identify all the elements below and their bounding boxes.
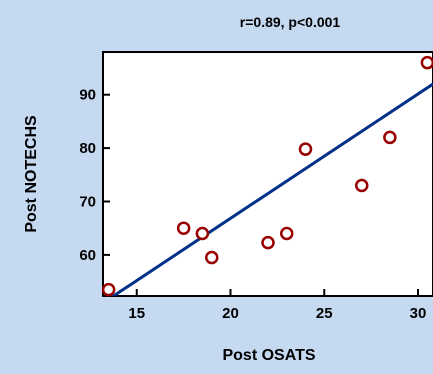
x-tick-label: 15 (128, 305, 145, 322)
regression-layer (110, 82, 433, 296)
data-point (280, 226, 294, 241)
data-point (101, 282, 116, 297)
points-layer (101, 55, 433, 297)
data-point (205, 250, 219, 265)
y-tick-label: 90 (79, 87, 96, 104)
plot-area (102, 51, 433, 297)
data-point (261, 235, 275, 250)
data-point (355, 178, 369, 193)
x-axis-label: Post OSATS (222, 347, 315, 364)
y-axis-label: Post NOTECHS (23, 115, 40, 233)
x-tick-label: 25 (316, 305, 333, 322)
x-tick-label: 30 (410, 305, 427, 322)
x-axis: 15 20 25 30 (128, 289, 426, 322)
y-tick-label: 80 (79, 140, 96, 157)
data-point (195, 226, 210, 241)
data-point (383, 130, 397, 145)
data-point (298, 142, 313, 156)
chart-title: r=0.89, p<0.001 (240, 14, 341, 30)
x-tick-label: 20 (222, 305, 239, 322)
regression-line (110, 82, 433, 296)
y-tick-label: 70 (79, 193, 96, 210)
data-point (420, 55, 433, 70)
y-tick-label: 60 (79, 247, 96, 264)
data-point (176, 221, 191, 235)
y-axis: 60 70 80 90 (79, 87, 110, 264)
